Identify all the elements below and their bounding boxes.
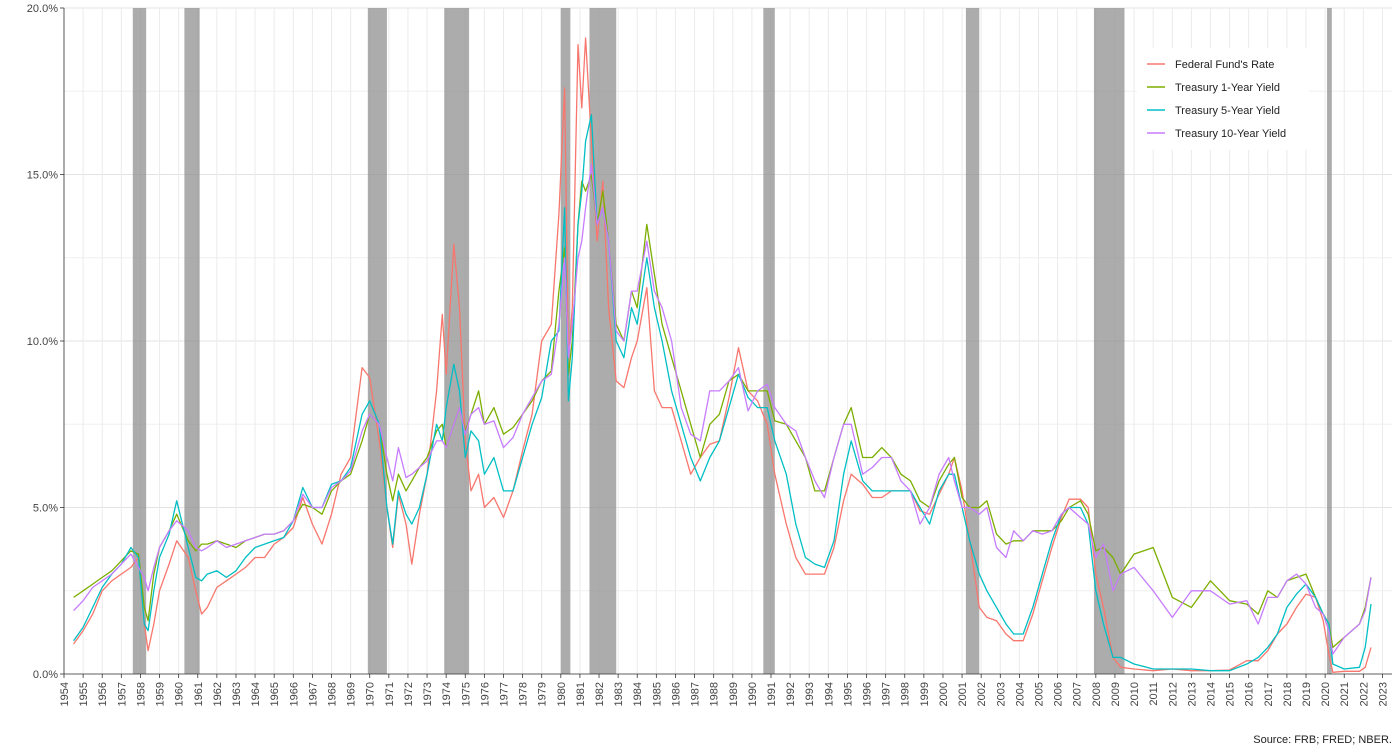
x-tick-label: 1958 (135, 682, 147, 706)
x-tick-label: 1988 (709, 682, 721, 706)
x-tick-label: 1956 (97, 682, 109, 706)
x-tick-label: 2009 (1110, 682, 1122, 706)
x-tick-label: 1960 (174, 682, 186, 706)
x-tick-label: 2012 (1167, 682, 1179, 706)
recession-band (763, 8, 775, 674)
x-tick-label: 2011 (1148, 682, 1160, 706)
legend-label-3: Treasury 5-Year Yield (1175, 105, 1280, 117)
y-tick-label: 10.0% (27, 336, 58, 348)
x-tick-label: 1954 (59, 682, 71, 706)
x-tick-label: 1976 (479, 682, 491, 706)
recession-band (560, 8, 571, 674)
y-tick-label: 5.0% (33, 503, 58, 515)
x-tick-label: 1959 (155, 682, 167, 706)
legend-label-2: Treasury 1-Year Yield (1175, 82, 1280, 94)
x-tick-label: 1964 (250, 682, 262, 706)
x-tick-label: 1980 (556, 682, 568, 706)
x-tick-label: 1967 (307, 682, 319, 706)
x-tick-label: 1970 (365, 682, 377, 706)
x-tick-label: 2010 (1129, 682, 1141, 706)
x-tick-label: 2017 (1263, 682, 1275, 706)
x-tick-label: 1977 (499, 682, 511, 706)
x-tick-label: 1998 (900, 682, 912, 706)
x-tick-label: 2023 (1377, 682, 1389, 706)
recession-band (367, 8, 387, 674)
y-tick-label: 20.0% (27, 3, 58, 15)
x-tick-label: 2018 (1282, 682, 1294, 706)
x-tick-label: 1989 (728, 682, 740, 706)
x-tick-label: 1966 (288, 682, 300, 706)
x-tick-label: 1997 (881, 682, 893, 706)
x-tick-label: 2004 (1014, 682, 1026, 706)
x-tick-label: 2022 (1358, 682, 1370, 706)
x-tick-label: 2020 (1320, 682, 1332, 706)
x-tick-label: 1996 (862, 682, 874, 706)
axes (60, 7, 1392, 678)
legend-box (1137, 48, 1309, 150)
x-tick-label: 1987 (690, 682, 702, 706)
x-tick-label: 1975 (460, 682, 472, 706)
x-tick-label: 1981 (575, 682, 587, 706)
y-axis-tick-labels: 0.0% 5.0% 10.0% 15.0% 20.0% (27, 3, 58, 681)
x-tick-label: 1955 (78, 682, 90, 706)
legend-label-4: Treasury 10-Year Yield (1175, 128, 1286, 140)
x-tick-label: 1972 (403, 682, 415, 706)
x-tick-label: 1978 (518, 682, 530, 706)
x-tick-label: 2013 (1186, 682, 1198, 706)
source-note: Source: FRB; FRED; NBER. (1253, 734, 1392, 746)
x-tick-label: 1957 (116, 682, 128, 706)
x-tick-label: 2002 (976, 682, 988, 706)
legend-label-1: Federal Fund's Rate (1175, 59, 1274, 71)
x-tick-label: 1995 (842, 682, 854, 706)
recession-band (184, 8, 200, 674)
x-tick-label: 1983 (613, 682, 625, 706)
x-tick-label: 2015 (1225, 682, 1237, 706)
y-tick-label: 0.0% (33, 669, 58, 681)
x-tick-label: 1992 (785, 682, 797, 706)
x-tick-label: 2008 (1091, 682, 1103, 706)
x-tick-label: 1994 (823, 682, 835, 706)
legend: Federal Fund's Rate Treasury 1-Year Yield… (1137, 48, 1309, 150)
x-tick-label: 2014 (1206, 682, 1218, 706)
x-tick-label: 1979 (537, 682, 549, 706)
x-tick-label: 1971 (384, 682, 396, 706)
x-tick-label: 2007 (1072, 682, 1084, 706)
x-tick-label: 1999 (919, 682, 931, 706)
recession-band (132, 8, 147, 674)
recession-band (1327, 8, 1332, 674)
x-tick-label: 1986 (671, 682, 683, 706)
y-tick-label: 15.0% (27, 170, 58, 182)
series-line-4 (73, 163, 1372, 655)
x-tick-label: 1965 (269, 682, 281, 706)
series-lines (73, 37, 1372, 673)
x-tick-label: 2019 (1301, 682, 1313, 706)
x-tick-label: 2001 (957, 682, 969, 706)
x-tick-label: 1993 (804, 682, 816, 706)
x-tick-label: 1974 (441, 682, 453, 706)
recession-band (1093, 8, 1125, 674)
minor-gridlines (64, 90, 1392, 592)
x-tick-label: 1990 (747, 682, 759, 706)
x-tick-label: 2016 (1244, 682, 1256, 706)
x-tick-label: 1991 (766, 682, 778, 706)
recession-band (965, 8, 980, 674)
x-tick-label: 1962 (212, 682, 224, 706)
x-tick-label: 1968 (327, 682, 339, 706)
series-line-3 (73, 113, 1372, 672)
x-tick-label: 1982 (594, 682, 606, 706)
x-tick-label: 1961 (193, 682, 205, 706)
x-tick-label: 2000 (938, 682, 950, 706)
x-tick-label: 1973 (422, 682, 434, 706)
x-tick-label: 2021 (1339, 682, 1351, 706)
x-tick-label: 1969 (346, 682, 358, 706)
x-axis-tick-labels: 1954 1955 1956 1957 1958 1959 1960 1961 1962 1963… (59, 682, 1389, 706)
x-tick-label: 1963 (231, 682, 243, 706)
x-tick-label: 1984 (632, 682, 644, 706)
x-tick-label: 2005 (1034, 682, 1046, 706)
x-tick-label: 1985 (651, 682, 663, 706)
x-tick-label: 2003 (995, 682, 1007, 706)
x-tick-label: 2006 (1053, 682, 1065, 706)
